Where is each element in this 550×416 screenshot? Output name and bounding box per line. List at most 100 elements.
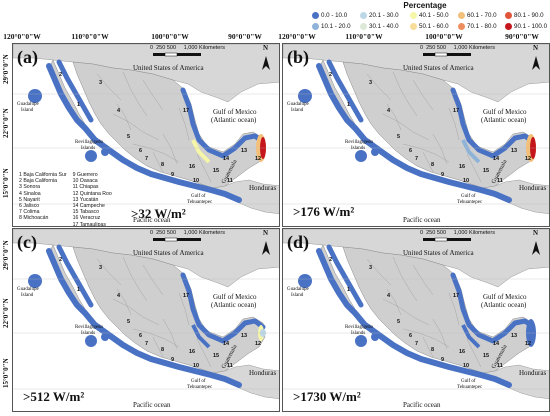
gulf-warm-band [191, 324, 211, 349]
state-number: 9 [441, 357, 445, 363]
state-number: 13 [511, 333, 518, 339]
state-number: 2 [59, 72, 63, 78]
north-arrow-icon [532, 241, 540, 255]
legend-swatch [458, 12, 465, 19]
map-panel-a: (a) >32 W/m² 0 250 500 1,000 Kilometers … [12, 43, 280, 227]
state-number: 7 [415, 341, 419, 347]
tehuantepec-label-2: Tehuantepec [187, 200, 213, 205]
state-number: 5 [397, 134, 401, 140]
state-number: 4 [387, 293, 391, 299]
legend-item: 20.1 - 30.0 [360, 12, 399, 19]
state-number: 1 [347, 102, 351, 108]
state-list-item: 17 Tamaulipas [72, 221, 106, 227]
state-number: 11 [227, 363, 233, 369]
longitude-label: 120°0"0"W [278, 32, 316, 41]
state-number: 3 [99, 265, 103, 271]
state-number: 5 [127, 134, 131, 140]
map-panel-c: (c) >512 W/m² 0 250 500 1,000 Kilometers… [12, 228, 280, 412]
state-number: 17 [453, 293, 460, 299]
state-number: 11 [227, 178, 233, 184]
revillagigedo-label-2: Islands [81, 146, 96, 151]
gulf-label: Gulf of Mexico [213, 108, 257, 116]
revillagigedo-coverage-2 [101, 148, 109, 156]
state-number: 12 [255, 156, 262, 162]
gulf-label-2: (Atlantic ocean) [481, 301, 527, 309]
legend: Percentage 0.0 - 10.0 20.1 - 30.0 40.1 -… [300, 0, 550, 42]
map-svg [13, 229, 279, 400]
state-number: 17 [183, 293, 190, 299]
guadalupe-label: Guadalupe [287, 287, 309, 292]
legend-swatch [505, 23, 512, 30]
state-number: 3 [369, 80, 373, 86]
north-arrow-icon [262, 241, 270, 255]
scale-bar-labels: 0 250 500 1,000 Kilometers [420, 45, 495, 51]
legend-swatch [410, 23, 417, 30]
north-arrow-icon [532, 56, 540, 70]
graticule [13, 93, 279, 205]
state-number: 10 [463, 363, 470, 369]
north-label: N [263, 229, 269, 237]
usa-label: United States of America [133, 249, 204, 257]
coverage-band [316, 59, 536, 203]
coverage-band [46, 244, 266, 388]
map-svg [13, 44, 279, 215]
state-number: 12 [255, 341, 262, 347]
legend-item: 30.1 - 40.0 [360, 23, 399, 30]
revillagigedo-label: Revillagigedo [75, 325, 104, 330]
revillagigedo-label-2: Islands [351, 146, 366, 151]
revillagigedo-coverage [85, 335, 97, 347]
state-list-item: 4 Sinaloa [19, 190, 41, 197]
state-number: 7 [145, 341, 149, 347]
map-svg [283, 44, 549, 215]
panel-label: (b) [287, 47, 309, 67]
legend-swatch [505, 12, 512, 19]
state-list-item: 2 Baja California [19, 178, 58, 185]
map-panel-b: (b) >176 W/m² 0 250 500 1,000 Kilometers… [282, 43, 550, 227]
longitude-labels: 120°0"0"W 110°0"0"W 100°0"0"W 90°0"0"W 1… [0, 32, 550, 44]
guadalupe-label-2: Island [291, 293, 304, 298]
north-label: N [533, 229, 539, 237]
state-number: 8 [161, 347, 165, 353]
legend-item: 50.1 - 60.0 [410, 23, 449, 30]
usa-label: United States of America [403, 64, 474, 72]
state-number: 1 [77, 287, 81, 293]
gulf-label-2: (Atlantic ocean) [481, 116, 527, 124]
guadalupe-coverage [298, 274, 312, 288]
state-list-item: 16 Veracruz [72, 215, 101, 222]
state-boundaries [366, 71, 482, 183]
guadalupe-coverage [28, 274, 42, 288]
legend-item: 40.1 - 50.0 [410, 12, 449, 19]
gulf-warm-band [461, 139, 481, 164]
state-number: 14 [223, 341, 230, 347]
state-number: 11 [497, 363, 503, 369]
state-boundaries [366, 256, 482, 368]
longitude-label: 90°0"0"W [228, 32, 262, 41]
longitude-label: 100°0"0"W [151, 32, 189, 41]
graticule [13, 278, 279, 390]
state-list: 1 Baja California Sur 2 Baja California 3 … [19, 172, 112, 227]
state-number: 11 [497, 178, 503, 184]
state-number: 15 [213, 168, 220, 174]
guadalupe-coverage [28, 89, 42, 103]
longitude-label: 120°0"0"W [3, 32, 41, 41]
coverage-band [46, 59, 266, 203]
legend-item: 70.1 - 80.0 [458, 23, 497, 30]
legend-swatch [360, 23, 367, 30]
state-number: 7 [415, 156, 419, 162]
state-number: 1 [347, 287, 351, 293]
latitude-label: 15°0"0"N [2, 358, 10, 388]
tehuantepec-label-2: Tehuantepec [457, 385, 483, 390]
state-number: 14 [223, 156, 230, 162]
scale-bar [423, 237, 471, 242]
state-number: 12 [525, 156, 532, 162]
usa-label: United States of America [133, 64, 204, 72]
legend-title: Percentage [403, 1, 447, 10]
coverage-band [316, 244, 536, 388]
legend-item: 60.1 - 70.0 [458, 12, 497, 19]
revillagigedo-coverage-2 [371, 333, 379, 341]
honduras-label: Honduras [519, 184, 547, 192]
gulf-label-2: (Atlantic ocean) [211, 116, 257, 124]
legend-item: 90.1 - 100.0 [505, 23, 547, 30]
state-number: 3 [99, 80, 103, 86]
state-number: 15 [213, 353, 220, 359]
